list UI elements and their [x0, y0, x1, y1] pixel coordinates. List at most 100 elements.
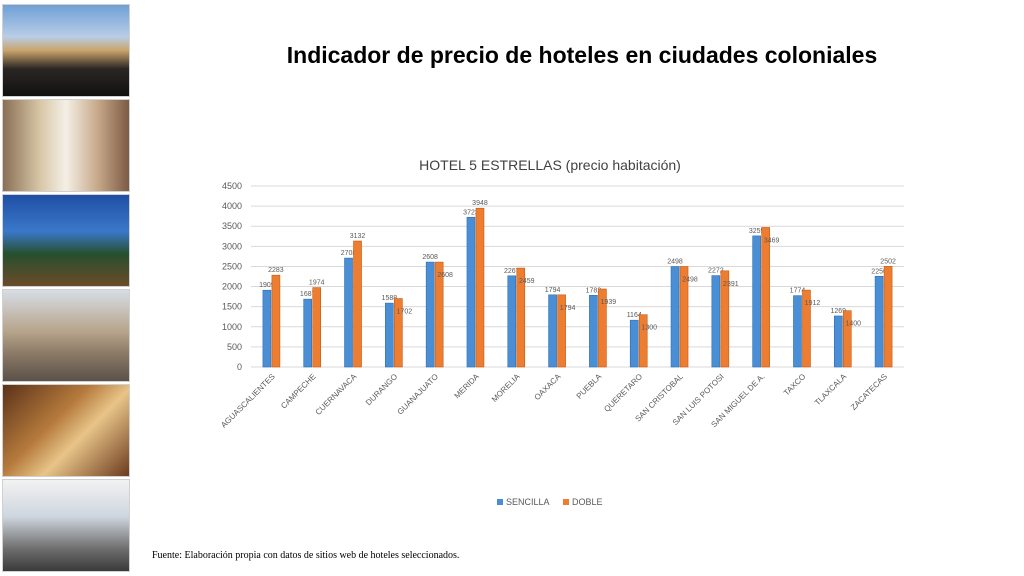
bar-sencilla	[833, 315, 843, 368]
bar-sencilla	[262, 289, 272, 368]
bar-doble	[271, 274, 281, 368]
bar-sencilla	[793, 295, 802, 368]
x-category-label: GUANAJUATO	[396, 372, 441, 417]
data-label: 1794	[545, 287, 561, 294]
y-tick-label: 4000	[222, 201, 242, 211]
data-label: 2459	[519, 278, 535, 285]
legend-item-doble: DOBLE	[563, 497, 603, 507]
data-label: 1269	[830, 308, 846, 315]
bar-doble	[557, 294, 566, 368]
bar-sencilla	[303, 298, 313, 368]
data-label: 3723	[463, 209, 479, 216]
hotel-room-photo	[2, 384, 130, 477]
y-tick-label: 0	[237, 362, 242, 372]
data-label: 3132	[350, 233, 366, 240]
data-label: 2708	[341, 250, 357, 257]
bar-sencilla	[385, 302, 394, 368]
y-tick-label: 500	[227, 342, 242, 352]
terrace-panorama-photo	[2, 194, 130, 287]
x-category-label: QUERETARO	[602, 372, 644, 414]
x-category-label: MORELIA	[490, 372, 522, 404]
data-label: 2267	[504, 268, 520, 275]
bar-doble	[516, 267, 526, 368]
data-label: 1687	[300, 291, 316, 298]
chart-title: HOTEL 5 ESTRELLAS (precio habitación)	[419, 157, 681, 173]
bar-sencilla	[752, 235, 761, 368]
bar-sencilla	[874, 275, 884, 368]
data-label: 1909	[259, 282, 275, 289]
legend-swatch-sencilla	[497, 499, 503, 505]
data-label: 1300	[641, 325, 657, 332]
data-label: 2256	[871, 268, 887, 275]
data-label: 1774	[790, 288, 806, 295]
bar-sencilla	[670, 266, 680, 368]
x-category-label: MERIDA	[453, 372, 482, 401]
bar-doble	[720, 270, 730, 368]
data-label: 3948	[472, 200, 488, 207]
chart-legend: SENCILLA DOBLE	[0, 497, 1024, 511]
y-tick-label: 3000	[222, 241, 242, 251]
slide-title: Indicador de precio de hoteles en ciudad…	[286, 42, 878, 68]
x-category-label: OAXACA	[533, 372, 563, 402]
bar-doble	[475, 207, 485, 368]
data-label: 2391	[723, 281, 739, 288]
y-tick-label: 1500	[222, 302, 242, 312]
bar-sencilla	[344, 257, 353, 368]
x-category-label: PUEBLA	[575, 372, 604, 401]
data-label: 2498	[682, 277, 698, 284]
data-label: 1588	[382, 295, 398, 302]
bar-sencilla	[466, 216, 476, 368]
bar-sencilla	[507, 275, 517, 368]
bar-doble	[679, 266, 689, 368]
data-label: 2502	[880, 258, 896, 265]
bar-doble	[638, 314, 648, 368]
data-label: 1939	[601, 299, 617, 306]
x-category-label: CUERNAVACA	[314, 372, 359, 417]
data-label: 2608	[437, 272, 453, 279]
data-label: 1782	[586, 287, 602, 294]
bar-doble	[312, 287, 322, 368]
x-category-label: ZACATECAS	[849, 372, 889, 412]
bar-doble	[761, 227, 770, 368]
x-category-label: DURANGO	[364, 372, 399, 407]
bar-sencilla	[548, 294, 557, 368]
data-label: 2498	[667, 259, 683, 266]
bar-sencilla	[629, 319, 639, 368]
x-category-label: CAMPECHE	[279, 372, 317, 410]
legend-label-doble: DOBLE	[572, 497, 603, 507]
data-label: 1974	[309, 280, 325, 287]
legend-swatch-doble	[563, 499, 569, 505]
source-note: Fuente: Elaboración propia con datos de …	[152, 550, 460, 561]
bar-doble	[394, 298, 403, 368]
bar-doble	[883, 266, 893, 368]
bar-sencilla	[711, 275, 721, 368]
y-tick-label: 1000	[222, 322, 242, 332]
bar-doble	[598, 288, 607, 368]
data-label: 3469	[764, 237, 780, 244]
data-label: 2272	[708, 268, 724, 275]
bar-sencilla	[589, 295, 598, 368]
data-label: 1912	[805, 300, 821, 307]
street-crowd-photo	[2, 99, 130, 192]
x-category-label: TAXCO	[782, 372, 807, 397]
bar-sencilla	[425, 261, 435, 368]
y-tick-label: 2000	[222, 282, 242, 292]
data-label: 2283	[268, 267, 284, 274]
bar-doble	[353, 240, 362, 368]
bar-doble	[842, 310, 852, 368]
legend-label-sencilla: SENCILLA	[506, 497, 550, 507]
rooftop-pool-photo	[2, 4, 130, 97]
photo-strip	[2, 4, 130, 572]
x-category-label: TLAXCALA	[813, 372, 849, 408]
data-label: 3259	[749, 228, 765, 235]
data-label: 1400	[845, 321, 861, 328]
bar-doble	[802, 289, 811, 368]
y-tick-label: 2500	[222, 261, 242, 271]
data-label: 2608	[422, 254, 438, 261]
data-label: 1164	[627, 312, 642, 319]
legend-item-sencilla: SENCILLA	[497, 497, 550, 507]
bar-doble	[434, 261, 444, 368]
x-category-label: AGUASCALIENTES	[219, 372, 277, 430]
y-tick-label: 3500	[222, 221, 242, 231]
